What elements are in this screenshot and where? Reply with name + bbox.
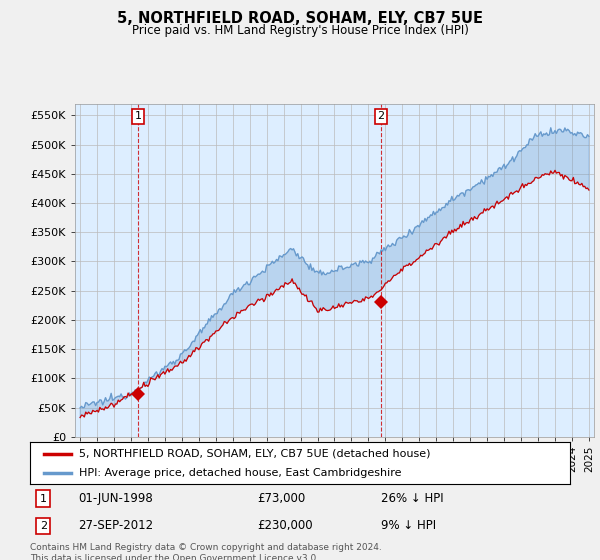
Text: 5, NORTHFIELD ROAD, SOHAM, ELY, CB7 5UE: 5, NORTHFIELD ROAD, SOHAM, ELY, CB7 5UE [117,11,483,26]
Text: 1: 1 [134,111,142,122]
Text: 01-JUN-1998: 01-JUN-1998 [79,492,154,505]
Text: 5, NORTHFIELD ROAD, SOHAM, ELY, CB7 5UE (detached house): 5, NORTHFIELD ROAD, SOHAM, ELY, CB7 5UE … [79,449,430,459]
Text: 27-SEP-2012: 27-SEP-2012 [79,519,154,533]
Text: 1: 1 [40,493,47,503]
Text: £230,000: £230,000 [257,519,313,533]
Text: Price paid vs. HM Land Registry's House Price Index (HPI): Price paid vs. HM Land Registry's House … [131,24,469,36]
Text: £73,000: £73,000 [257,492,305,505]
Text: 2: 2 [377,111,385,122]
Text: 9% ↓ HPI: 9% ↓ HPI [381,519,436,533]
Text: Contains HM Land Registry data © Crown copyright and database right 2024.
This d: Contains HM Land Registry data © Crown c… [30,543,382,560]
Text: 26% ↓ HPI: 26% ↓ HPI [381,492,443,505]
Text: 2: 2 [40,521,47,531]
Text: HPI: Average price, detached house, East Cambridgeshire: HPI: Average price, detached house, East… [79,468,401,478]
